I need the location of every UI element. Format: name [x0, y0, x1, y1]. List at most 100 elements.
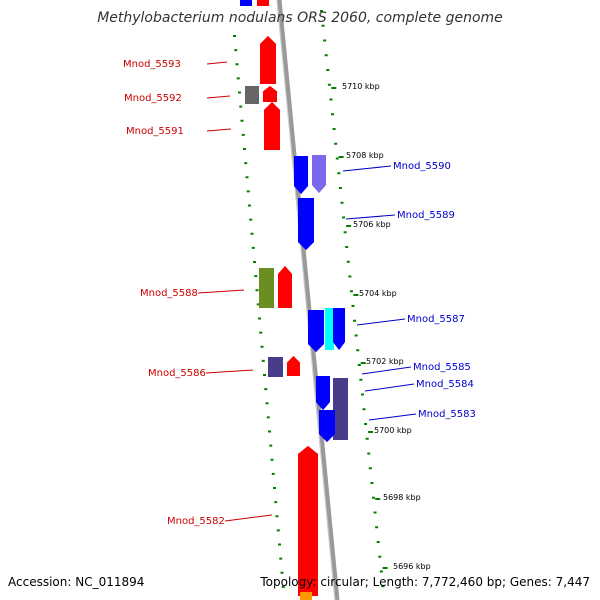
- right-boundary-dot: [354, 334, 358, 337]
- label-leader-line: [345, 214, 396, 220]
- label-leader-line: [206, 128, 232, 132]
- gene-label-mnod-5591[interactable]: Mnod_5591: [126, 126, 184, 137]
- gene-shape-shading: [298, 198, 314, 250]
- scale-tick-mark: [375, 498, 381, 500]
- label-leader-line: [206, 61, 228, 65]
- right-boundary-dot: [367, 452, 371, 455]
- left-boundary-dot: [255, 289, 259, 292]
- right-boundary-dot: [368, 467, 372, 470]
- scale-tick-label: 5700 kbp: [374, 426, 412, 435]
- left-boundary-dot: [268, 430, 271, 433]
- scale-tick-label: 5710 kbp: [342, 82, 380, 91]
- genome-backbone-highlight: [276, 0, 336, 600]
- label-leader-line: [364, 383, 415, 392]
- label-leader-line: [368, 413, 417, 421]
- genome-backbone: [276, 0, 340, 600]
- left-boundary-dot: [264, 388, 268, 391]
- gene-label-mnod-5583[interactable]: Mnod_5583: [418, 409, 476, 420]
- left-boundary-dot: [271, 472, 275, 475]
- gene-label-mnod-5585[interactable]: Mnod_5585: [413, 362, 471, 373]
- right-boundary-dot: [331, 113, 335, 116]
- gene-shape-shading: [333, 378, 348, 440]
- left-boundary-dot: [266, 416, 270, 419]
- scale-tick-label: 5696 kbp: [393, 562, 431, 571]
- left-boundary-dot: [244, 162, 248, 165]
- right-boundary-dot: [378, 555, 382, 558]
- right-boundary-dot: [343, 231, 347, 234]
- right-boundary-dot: [345, 246, 349, 248]
- gene-label-mnod-5587[interactable]: Mnod_5587: [407, 314, 465, 325]
- gene-shape-shading: [298, 446, 318, 596]
- right-boundary-dot: [370, 482, 374, 484]
- right-boundary-dot: [359, 378, 363, 381]
- left-boundary-dot: [243, 148, 246, 150]
- right-boundary-dot: [342, 216, 346, 219]
- gene-shape-shading: [287, 356, 300, 376]
- left-boundary-dot: [241, 133, 245, 136]
- right-boundary-dot: [329, 98, 333, 101]
- label-leader-line: [206, 95, 231, 99]
- right-boundary-dot: [321, 24, 325, 27]
- right-boundary-dot: [365, 437, 369, 440]
- right-boundary-dot: [340, 201, 344, 204]
- right-boundary-dot: [353, 319, 357, 322]
- left-boundary-dot: [250, 232, 254, 235]
- scale-tick-label: 5708 kbp: [346, 151, 384, 160]
- left-boundary-dot: [276, 529, 280, 532]
- right-boundary-dot: [337, 172, 341, 175]
- scale-tick-mark: [331, 87, 337, 89]
- scale-tick-label: 5706 kbp: [353, 220, 391, 229]
- left-boundary-dot: [253, 261, 256, 263]
- left-boundary-dot: [263, 374, 266, 376]
- right-boundary-dot: [346, 260, 350, 263]
- right-boundary-dot: [326, 69, 330, 71]
- gene-label-mnod-5592[interactable]: Mnod_5592: [124, 93, 182, 104]
- left-boundary-dot: [254, 275, 258, 278]
- right-boundary-dot: [332, 128, 336, 130]
- scale-tick-label: 5704 kbp: [359, 289, 397, 298]
- gene-label-mnod-5589[interactable]: Mnod_5589: [397, 210, 455, 221]
- right-boundary-dot: [371, 496, 375, 499]
- right-boundary-dot: [323, 39, 327, 42]
- left-boundary-dot: [265, 402, 269, 405]
- gene-shape-shading: [240, 0, 252, 6]
- gene-label-mnod-5586[interactable]: Mnod_5586: [148, 368, 206, 379]
- left-boundary-dot: [249, 218, 253, 221]
- left-boundary-dot: [248, 204, 251, 207]
- gene-shape-shading: [260, 36, 276, 84]
- left-boundary-dot: [235, 63, 239, 66]
- right-boundary-dot: [327, 83, 331, 86]
- gene-shape-shading: [319, 410, 335, 442]
- gene-label-mnod-5588[interactable]: Mnod_5588: [140, 288, 198, 299]
- right-boundary-dot: [338, 187, 342, 189]
- scale-tick-mark: [382, 567, 388, 569]
- right-boundary-dot: [375, 526, 379, 529]
- left-boundary-dot: [251, 246, 255, 249]
- right-boundary-dot: [356, 349, 360, 352]
- left-boundary-dot: [274, 501, 278, 504]
- left-boundary-dot: [278, 543, 281, 546]
- gene-label-mnod-5582[interactable]: Mnod_5582: [167, 516, 225, 527]
- left-boundary-dot: [258, 317, 261, 320]
- gene-shape-shading: [325, 308, 334, 350]
- gene-shape-shading: [263, 86, 277, 102]
- gene-label-mnod-5593[interactable]: Mnod_5593: [123, 59, 181, 70]
- left-boundary-dot: [236, 77, 240, 80]
- left-boundary-dot: [275, 515, 279, 518]
- right-boundary-dot: [381, 585, 385, 588]
- left-boundary-dot: [259, 331, 263, 334]
- right-boundary-dot: [335, 157, 339, 160]
- left-boundary-dot: [238, 91, 241, 94]
- gene-label-mnod-5590[interactable]: Mnod_5590: [393, 161, 451, 172]
- scale-tick-mark: [360, 362, 366, 364]
- right-boundary-dot: [349, 290, 353, 293]
- gene-shape-shading: [312, 155, 326, 193]
- gene-shape-shading: [300, 592, 312, 600]
- gene-shape-shading: [264, 102, 280, 150]
- right-boundary-dot: [351, 305, 355, 307]
- right-boundary-dot: [360, 393, 364, 396]
- gene-label-mnod-5584[interactable]: Mnod_5584: [416, 379, 474, 390]
- left-boundary-dot: [240, 119, 244, 122]
